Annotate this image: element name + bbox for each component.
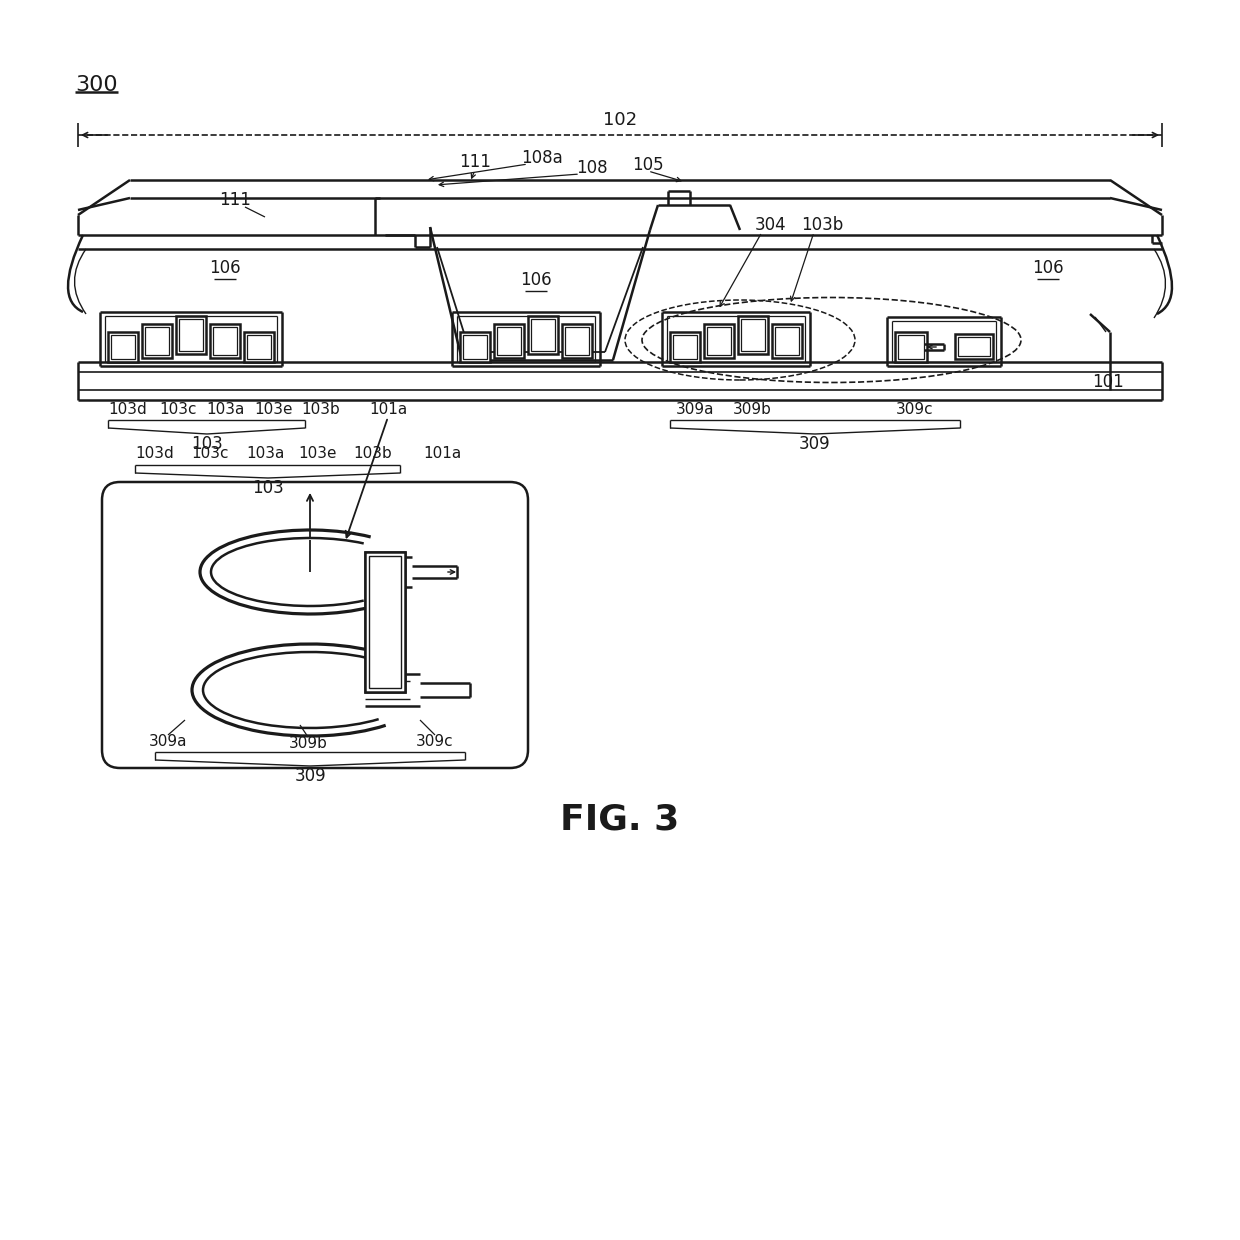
Text: 103: 103 (252, 479, 284, 497)
Bar (773, 324, 802, 358)
Text: 300: 300 (74, 74, 118, 95)
Text: 106: 106 (521, 272, 552, 289)
Bar (112, 335, 135, 360)
Text: 103b: 103b (301, 403, 340, 418)
Text: 103e: 103e (254, 403, 293, 418)
Bar (365, 552, 405, 692)
Text: 103c: 103c (191, 445, 228, 460)
FancyBboxPatch shape (102, 482, 528, 768)
Bar (704, 324, 734, 358)
Bar (959, 337, 990, 356)
Text: 108: 108 (577, 159, 608, 177)
Bar (531, 319, 556, 351)
Bar (494, 324, 525, 358)
Text: 108a: 108a (521, 149, 563, 167)
Bar (562, 324, 591, 358)
Text: 309a: 309a (149, 734, 187, 749)
Text: 309c: 309c (897, 403, 934, 418)
Bar (365, 552, 405, 692)
Bar (673, 335, 697, 360)
Bar (143, 324, 172, 358)
Bar (955, 334, 993, 360)
Bar (108, 332, 138, 362)
Text: 304: 304 (754, 216, 786, 234)
Text: 309b: 309b (289, 737, 327, 751)
Bar (895, 332, 928, 362)
Text: 309: 309 (800, 435, 831, 453)
Bar (176, 316, 206, 353)
Bar (213, 327, 237, 355)
Text: 309c: 309c (417, 734, 454, 749)
Bar (247, 335, 272, 360)
Text: 309b: 309b (733, 403, 771, 418)
Text: 106: 106 (210, 259, 241, 277)
Bar (463, 335, 487, 360)
Bar (775, 327, 799, 355)
Bar (370, 556, 401, 688)
Text: 103: 103 (191, 435, 223, 453)
Bar (497, 327, 521, 355)
Text: 103b: 103b (801, 216, 843, 234)
Text: 101a: 101a (423, 445, 461, 460)
Text: 103b: 103b (353, 445, 392, 460)
Bar (366, 553, 404, 691)
Bar (528, 316, 558, 353)
Text: 309a: 309a (676, 403, 714, 418)
Text: 103e: 103e (299, 445, 337, 460)
Bar (370, 556, 401, 688)
Bar (565, 327, 589, 355)
Text: 105: 105 (632, 156, 663, 174)
Bar (738, 316, 768, 353)
Bar (898, 335, 924, 360)
Text: 101: 101 (1092, 373, 1123, 391)
Text: 103d: 103d (109, 403, 148, 418)
Bar (742, 319, 765, 351)
Text: 103d: 103d (135, 445, 175, 460)
Text: 102: 102 (603, 112, 637, 129)
Text: 106: 106 (1032, 259, 1064, 277)
Text: 101a: 101a (368, 403, 407, 418)
Text: 309: 309 (294, 768, 326, 785)
Text: FIG. 3: FIG. 3 (560, 804, 680, 837)
Text: 111: 111 (459, 153, 491, 171)
Text: 103a: 103a (206, 403, 244, 418)
Bar (707, 327, 732, 355)
Text: 103c: 103c (159, 403, 197, 418)
Bar (670, 332, 701, 362)
Text: 111: 111 (219, 191, 250, 210)
Bar (145, 327, 169, 355)
Bar (179, 319, 203, 351)
Bar (460, 332, 490, 362)
Bar (244, 332, 274, 362)
Text: 103a: 103a (246, 445, 284, 460)
Bar (210, 324, 241, 358)
